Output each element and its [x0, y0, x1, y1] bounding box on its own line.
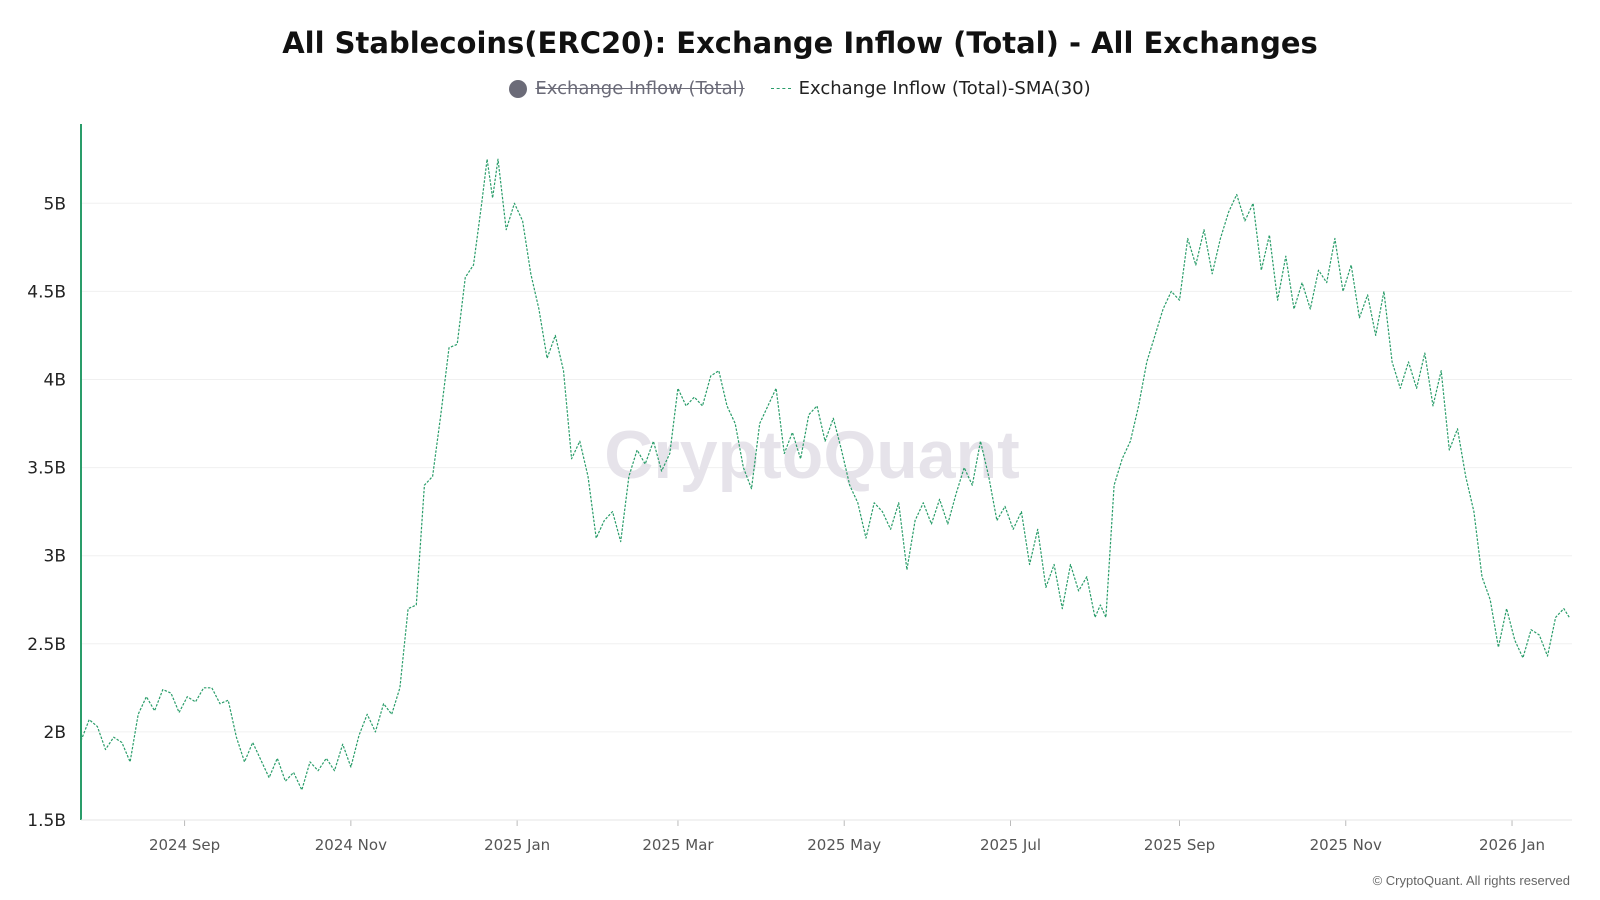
- y-tick-label: 2.5B: [27, 635, 66, 655]
- y-tick-label: 3B: [44, 547, 66, 567]
- series-group: [80, 158, 1570, 791]
- y-tick-label: 1.5B: [27, 811, 66, 831]
- legend-item-inflow-total[interactable]: Exchange Inflow (Total): [509, 78, 745, 99]
- y-tick-label: 4.5B: [27, 282, 66, 302]
- legend-item-inflow-sma30[interactable]: Exchange Inflow (Total)-SMA(30): [770, 78, 1091, 99]
- series-line-inflow-sma30: [80, 158, 1570, 791]
- x-tick-label: 2025 May: [807, 836, 881, 854]
- y-tick-label: 3.5B: [27, 459, 66, 479]
- y-axis-ticks: 1.5B 2B 2.5B 3B 3.5B 4B 4.5B 5B: [27, 194, 66, 831]
- x-tick-label: 2025 Mar: [642, 836, 714, 854]
- legend-swatch-inflow-total: [509, 79, 528, 98]
- y-tick-label: 5B: [44, 194, 66, 214]
- legend-label-inflow-sma30: Exchange Inflow (Total)-SMA(30): [798, 78, 1091, 99]
- legend-label-inflow-total: Exchange Inflow (Total): [535, 78, 745, 99]
- x-tick-label: 2025 Sep: [1144, 836, 1215, 854]
- x-tick-label: 2024 Nov: [315, 836, 387, 854]
- chart-title: All Stablecoins(ERC20): Exchange Inflow …: [282, 26, 1318, 60]
- y-tick-label: 4B: [44, 370, 66, 390]
- x-tick-label: 2025 Nov: [1310, 836, 1382, 854]
- legend-swatch-inflow-sma30: [770, 88, 791, 89]
- watermark-logo: CryptoQuant: [604, 417, 1020, 493]
- x-tick-label: 2024 Sep: [149, 836, 220, 854]
- x-tick-label: 2025 Jul: [980, 836, 1041, 854]
- grid-lines: [81, 202, 1572, 733]
- x-tick-label: 2026 Jan: [1479, 836, 1545, 854]
- copyright-notice: © CryptoQuant. All rights reserved: [1372, 873, 1570, 888]
- x-tick-label: 2025 Jan: [484, 836, 550, 854]
- y-tick-label: 2B: [44, 723, 66, 743]
- x-axis-ticks: 2024 Sep 2024 Nov 2025 Jan 2025 Mar 2025 May…: [149, 820, 1545, 854]
- legend: Exchange Inflow (Total) Exchange Inflow …: [0, 78, 1600, 99]
